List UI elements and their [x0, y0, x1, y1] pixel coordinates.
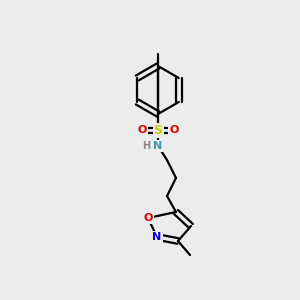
- Text: N: N: [153, 141, 163, 151]
- Text: N: N: [152, 232, 162, 242]
- Text: O: O: [137, 125, 147, 135]
- Text: O: O: [143, 213, 153, 223]
- Text: H: H: [142, 141, 150, 151]
- Text: S: S: [154, 124, 163, 136]
- Text: O: O: [169, 125, 179, 135]
